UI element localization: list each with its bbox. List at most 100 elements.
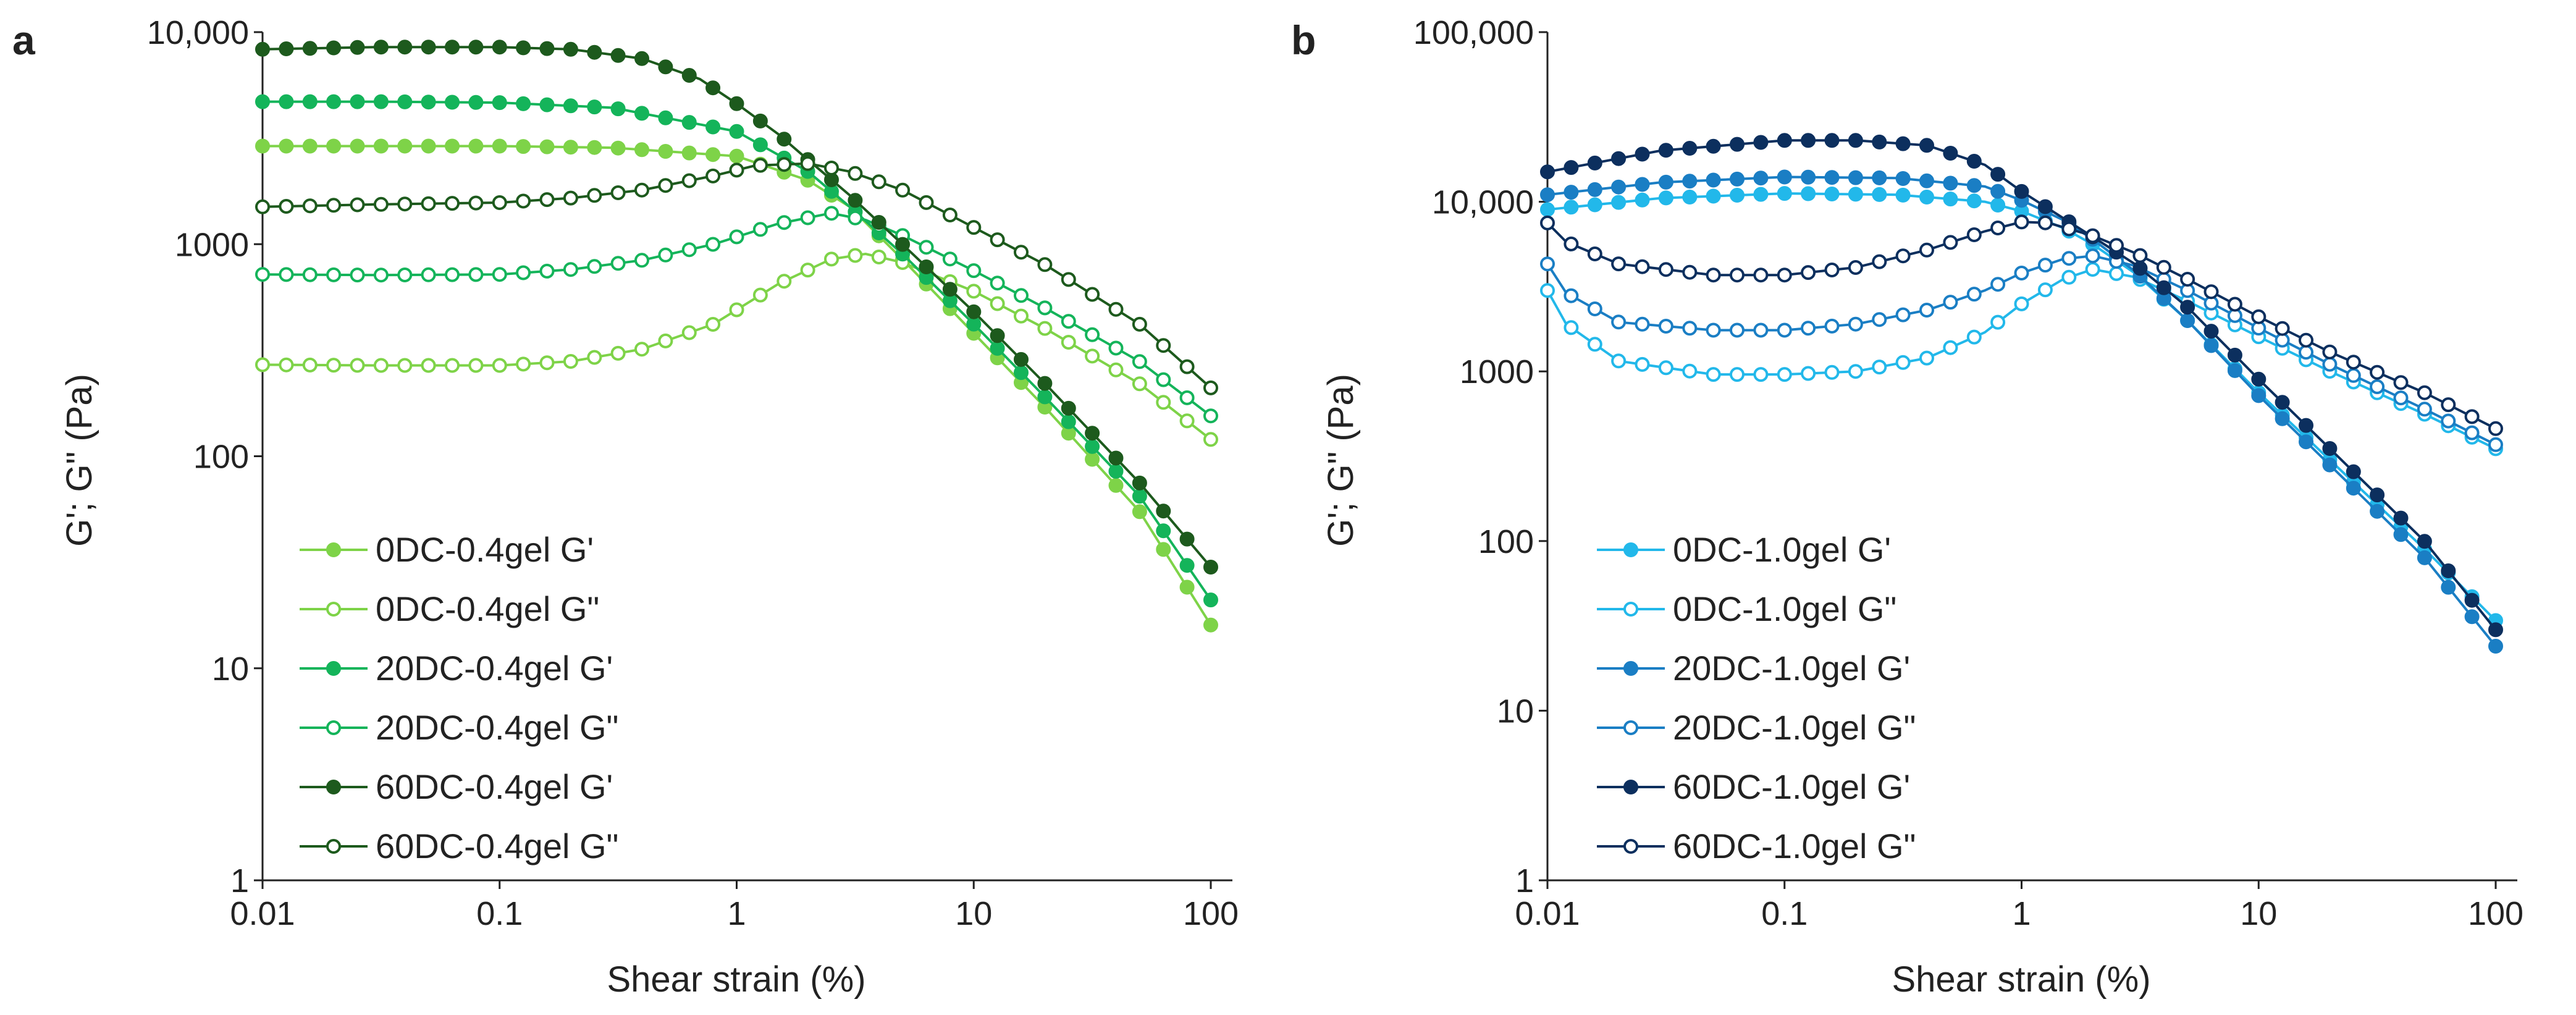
panel-b-series-5-point bbox=[1990, 167, 2006, 182]
panel-a-series-6-point bbox=[1037, 257, 1053, 272]
panel-b-legend-item: 60DC-1.0gel G' bbox=[1597, 767, 1910, 806]
panel-b-series-5-point bbox=[1753, 135, 1769, 150]
panel-a-series-6-point bbox=[445, 196, 460, 211]
panel-b-series-5-point bbox=[2441, 563, 2456, 578]
panel-a-series-4-point bbox=[966, 263, 982, 279]
panel-a-legend-marker bbox=[326, 602, 341, 617]
panel-a-series-3-point bbox=[1037, 389, 1053, 405]
panel-b-series-6-point bbox=[1540, 215, 1555, 230]
panel-b-series-6-point bbox=[1611, 256, 1627, 272]
panel-a-series-2-point bbox=[1132, 376, 1147, 392]
panel-a-series-5-point bbox=[350, 40, 365, 55]
panel-b-y-tick-label: 10,000 bbox=[1432, 184, 1534, 221]
panel-a-series-3-point bbox=[634, 106, 649, 121]
panel-a-series-3-point bbox=[255, 94, 270, 109]
panel-a-series-3-point bbox=[516, 96, 531, 111]
panel-a-series-5-point bbox=[1085, 426, 1100, 441]
panel-b-series-3-point bbox=[1943, 175, 1958, 191]
panel-a-series-4-point bbox=[255, 267, 270, 282]
panel-b-series-2-point bbox=[2109, 266, 2124, 281]
panel-a-series-6-point bbox=[279, 199, 294, 214]
panel-b-x-tick-label: 0.1 bbox=[1761, 895, 1808, 932]
panel-a-series-6-point bbox=[681, 173, 697, 188]
panel-b-series-1-point bbox=[1706, 188, 1721, 204]
panel-a-series-2-point bbox=[705, 317, 721, 332]
panel-b-series-2-point bbox=[1919, 350, 1934, 366]
panel-a-series-6-point bbox=[610, 185, 626, 200]
panel-a-series-1-point bbox=[421, 138, 436, 154]
panel-b-series-1-point bbox=[1682, 190, 1698, 204]
panel-a-series-5-point bbox=[1156, 503, 1171, 519]
panel-b-series-6-point bbox=[2180, 272, 2195, 287]
panel-a-series-4-point bbox=[800, 210, 815, 225]
panel-a-series-5 bbox=[255, 40, 1218, 575]
panel-b-series-2-point bbox=[1990, 314, 2006, 330]
panel-a-series-4-point bbox=[397, 267, 413, 282]
panel-a-series-1-point bbox=[1156, 542, 1171, 557]
panel-a-series-5-point bbox=[373, 40, 389, 55]
panel-b-series-2-point bbox=[1587, 337, 1602, 352]
panel-b-series-4-point bbox=[1635, 316, 1650, 332]
panel-b-x-tick-label: 1 bbox=[2012, 895, 2031, 932]
panel-b-series-3-point bbox=[1848, 170, 1863, 185]
panel-b-series-2-point bbox=[1895, 355, 1911, 370]
panel-b-y-axis-label: G'; G" (Pa) bbox=[1321, 374, 1361, 547]
panel-a-x-tick-label: 1 bbox=[727, 895, 746, 932]
panel-b-series-6-point bbox=[2322, 344, 2338, 360]
panel-a-series-1-point bbox=[729, 148, 744, 164]
panel-a-series-3-point bbox=[373, 94, 389, 109]
panel-b-legend-marker bbox=[1623, 661, 1638, 676]
panel-a-series-4-point bbox=[1061, 314, 1076, 329]
panel-b-series-2-point bbox=[1753, 367, 1769, 382]
panel-b-series-4-point bbox=[1824, 318, 1840, 334]
panel-a-series-6-point bbox=[302, 198, 318, 214]
panel-b-series-6-point bbox=[1824, 263, 1840, 277]
panel-a-series-1-point bbox=[539, 139, 555, 154]
panel-b-series-5-point bbox=[2488, 622, 2503, 638]
panel-b-series-6-point bbox=[2132, 248, 2148, 263]
panel-b-series-2-point bbox=[2014, 296, 2029, 311]
panel-b-series-4-point bbox=[2085, 248, 2100, 264]
panel-a-y-tick-label: 1000 bbox=[175, 226, 249, 263]
panel-a-series-2-point bbox=[373, 358, 389, 373]
panel-b-series-4-point bbox=[1872, 312, 1887, 327]
panel-a-series-1-point bbox=[587, 140, 602, 155]
panel-b-series-2-point bbox=[1848, 364, 1863, 379]
panel-b-x-tick-label: 0.01 bbox=[1515, 895, 1580, 932]
panel-a-series-6-point bbox=[1156, 338, 1171, 353]
panel-b-y-tick-label: 1000 bbox=[1460, 353, 1534, 390]
panel-a-series-4-point bbox=[634, 253, 649, 268]
panel-a-x-tick-label: 100 bbox=[1183, 895, 1239, 932]
panel-b-series-1-point bbox=[1943, 192, 1958, 207]
panel-b-series-6-point bbox=[2346, 355, 2361, 370]
panel-b-series-6-point bbox=[2227, 297, 2242, 312]
panel-b-series-4-point bbox=[1895, 307, 1911, 322]
panel-a-series-1-point bbox=[563, 140, 578, 155]
panel-a-series-1-point bbox=[350, 138, 365, 154]
panel-b-series-5-point bbox=[2370, 487, 2385, 503]
panel-a-series-4-point bbox=[1179, 390, 1195, 405]
panel-a-legend-marker bbox=[326, 661, 341, 676]
panel-a-letter: a bbox=[12, 17, 36, 63]
panel-b-series-6-point bbox=[1658, 262, 1673, 277]
panel-a-y-tick-label: 1 bbox=[230, 862, 249, 899]
panel-b-series-3-line bbox=[1547, 175, 2497, 647]
panel-a-series-5-point bbox=[421, 40, 436, 55]
panel-b-series-1-point bbox=[1919, 190, 1934, 204]
panel-b-series-5 bbox=[1540, 133, 2503, 638]
panel-b-series-4-point bbox=[1682, 321, 1698, 336]
panel-b-series-4-point bbox=[2464, 425, 2480, 440]
panel-a-series-2-point bbox=[871, 250, 886, 264]
panel-a-series-3-point bbox=[468, 95, 484, 110]
panel-a-series-2-point bbox=[350, 358, 365, 373]
panel-a-series-5-point bbox=[966, 304, 982, 319]
panel-b-series-4-point bbox=[2441, 413, 2456, 429]
panel-b-series-4-point bbox=[2370, 379, 2385, 394]
panel-a-series-2-point bbox=[658, 333, 673, 348]
panel-a-series-5-point bbox=[279, 41, 294, 56]
panel-b-series-4-point bbox=[2322, 356, 2338, 372]
panel-b-series-3-point bbox=[2299, 434, 2313, 450]
panel-b-series-6-point bbox=[2203, 284, 2219, 300]
panel-a-series-2-point bbox=[848, 248, 863, 263]
panel-a-legend-marker bbox=[326, 720, 341, 735]
